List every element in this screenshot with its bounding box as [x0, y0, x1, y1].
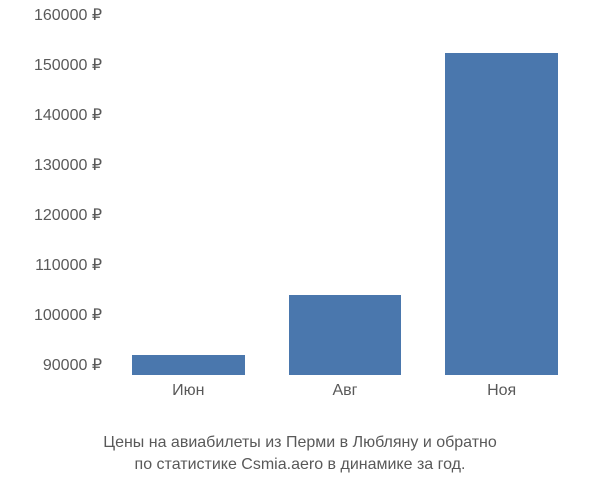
y-tick-label: 150000 ₽ — [34, 55, 102, 75]
caption-line-1: Цены на авиабилеты из Перми в Любляну и … — [0, 432, 600, 454]
plot-area — [110, 15, 580, 375]
y-tick-label: 90000 ₽ — [43, 355, 102, 375]
x-tick-label: Ноя — [487, 382, 516, 400]
bar — [445, 53, 558, 376]
y-tick-label: 120000 ₽ — [34, 205, 102, 225]
x-tick-label: Авг — [332, 382, 357, 400]
chart-container: 90000 ₽ 100000 ₽ 110000 ₽ 120000 ₽ 130000 ₽ 1… — [0, 0, 600, 420]
y-tick-label: 100000 ₽ — [34, 305, 102, 325]
caption-line-2: по статистике Csmia.aero в динамике за г… — [0, 454, 600, 476]
y-tick-label: 140000 ₽ — [34, 105, 102, 125]
bar — [132, 355, 245, 375]
bar — [289, 295, 402, 375]
y-tick-label: 130000 ₽ — [34, 155, 102, 175]
x-tick-label: Июн — [172, 382, 204, 400]
chart-caption: Цены на авиабилеты из Перми в Любляну и … — [0, 432, 600, 477]
y-tick-label: 160000 ₽ — [34, 5, 102, 25]
y-tick-label: 110000 ₽ — [35, 255, 102, 275]
